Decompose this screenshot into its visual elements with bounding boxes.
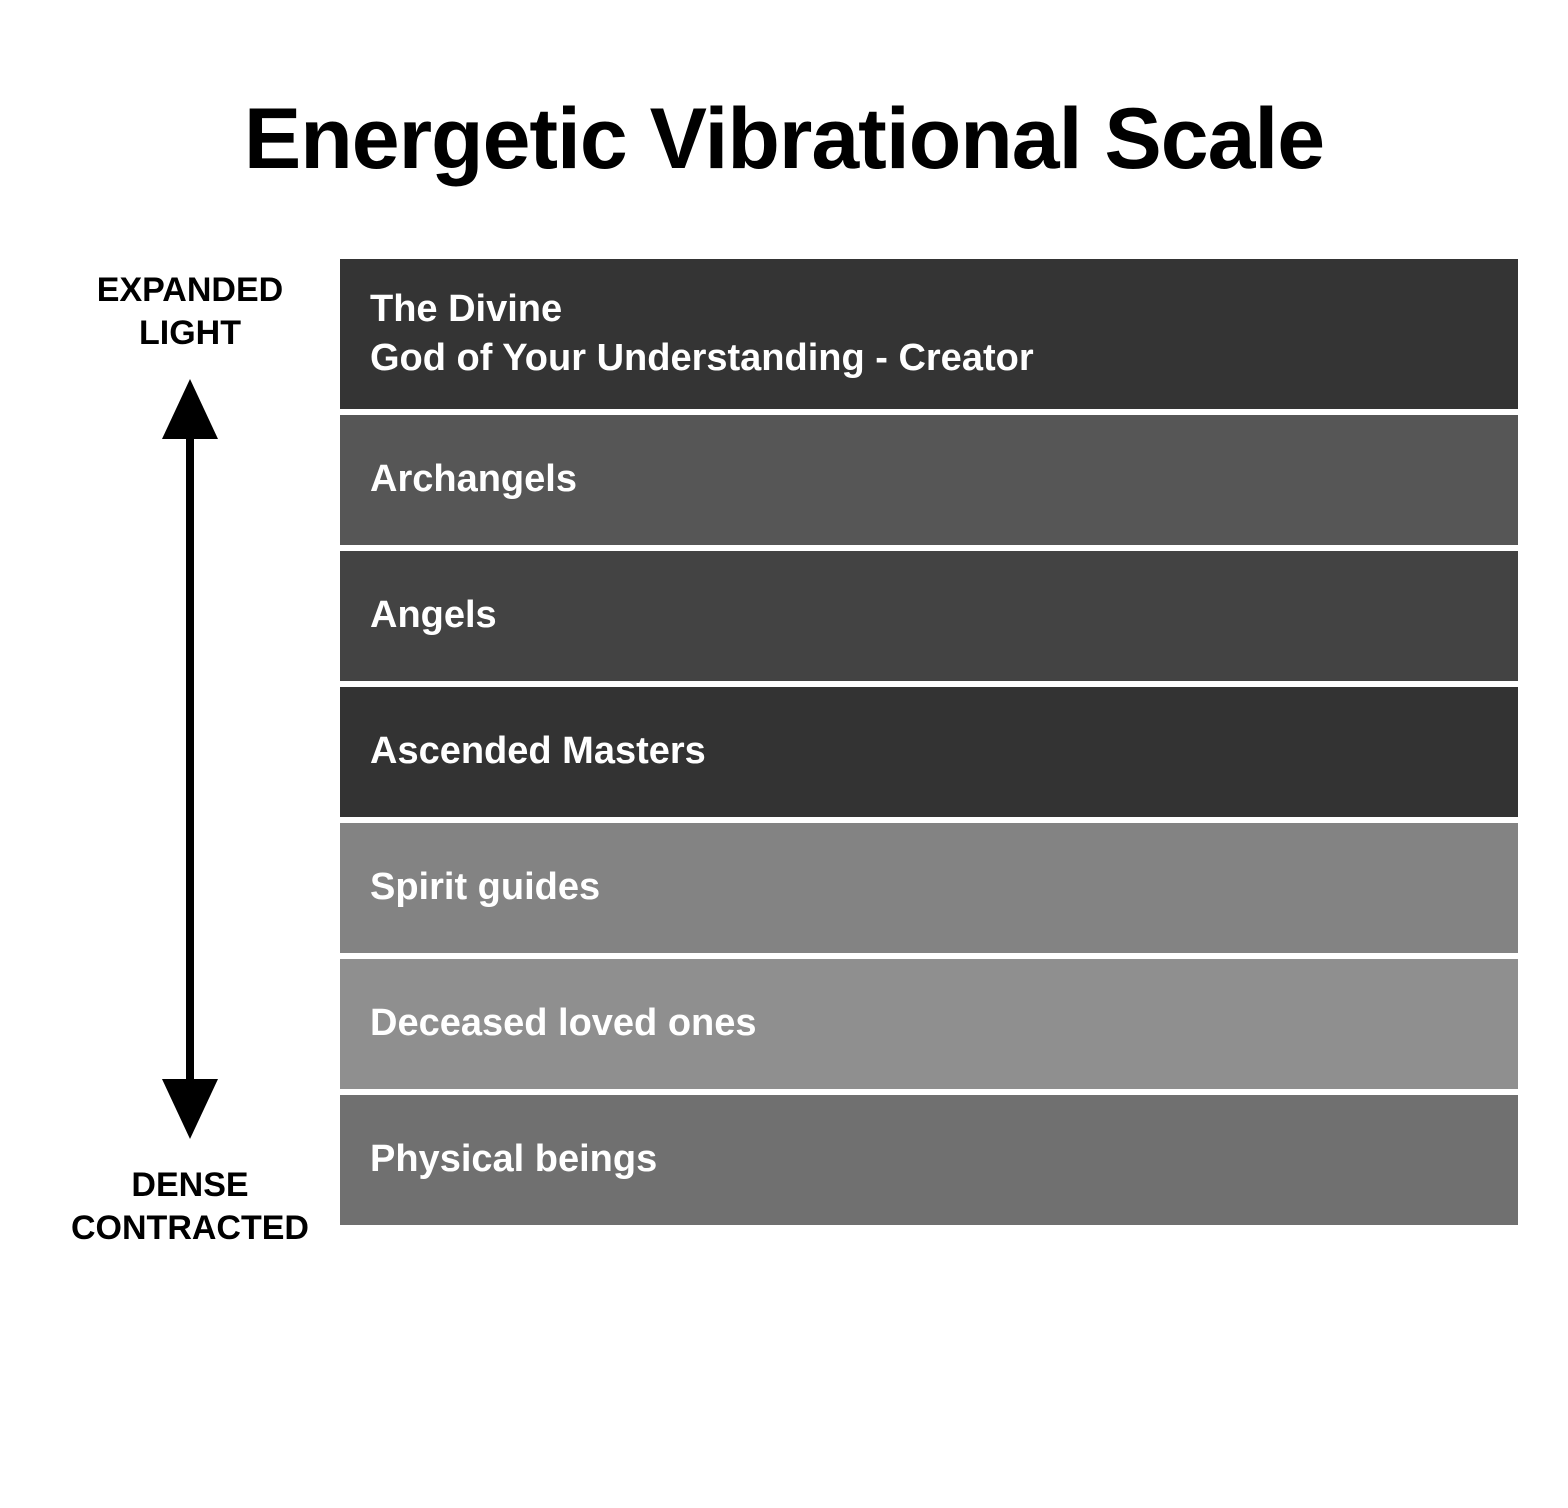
level-row: The DivineGod of Your Understanding - Cr…: [340, 259, 1518, 409]
axis-top-label-line2: LIGHT: [97, 312, 283, 355]
axis-bottom-label-line1: DENSE: [71, 1164, 309, 1207]
arrow-head-up-icon: [162, 379, 218, 439]
level-label: Archangels: [370, 455, 1518, 504]
axis-column: EXPANDED LIGHT DENSE CONTRACTED: [40, 259, 340, 1249]
axis-bottom-label-line2: CONTRACTED: [71, 1207, 309, 1250]
level-label: The Divine: [370, 285, 1518, 334]
axis-top-label: EXPANDED LIGHT: [97, 269, 283, 354]
page-title: Energetic Vibrational Scale: [0, 0, 1568, 189]
level-row: Spirit guides: [340, 823, 1518, 953]
arrow-head-down-icon: [162, 1079, 218, 1139]
level-row: Angels: [340, 551, 1518, 681]
level-label: Ascended Masters: [370, 727, 1518, 776]
level-row: Physical beings: [340, 1095, 1518, 1225]
level-label: Angels: [370, 591, 1518, 640]
level-label: Physical beings: [370, 1135, 1518, 1184]
double-arrow-icon: [150, 354, 230, 1164]
level-label: Deceased loved ones: [370, 999, 1518, 1048]
levels-column: The DivineGod of Your Understanding - Cr…: [340, 259, 1518, 1249]
level-row: Ascended Masters: [340, 687, 1518, 817]
content-row: EXPANDED LIGHT DENSE CONTRACTED The Divi…: [0, 259, 1568, 1249]
level-label: Spirit guides: [370, 863, 1518, 912]
level-row: Deceased loved ones: [340, 959, 1518, 1089]
double-arrow-svg: [150, 379, 230, 1139]
level-row: Archangels: [340, 415, 1518, 545]
level-sublabel: God of Your Understanding - Creator: [370, 334, 1518, 383]
axis-top-label-line1: EXPANDED: [97, 269, 283, 312]
axis-bottom-label: DENSE CONTRACTED: [71, 1164, 309, 1249]
